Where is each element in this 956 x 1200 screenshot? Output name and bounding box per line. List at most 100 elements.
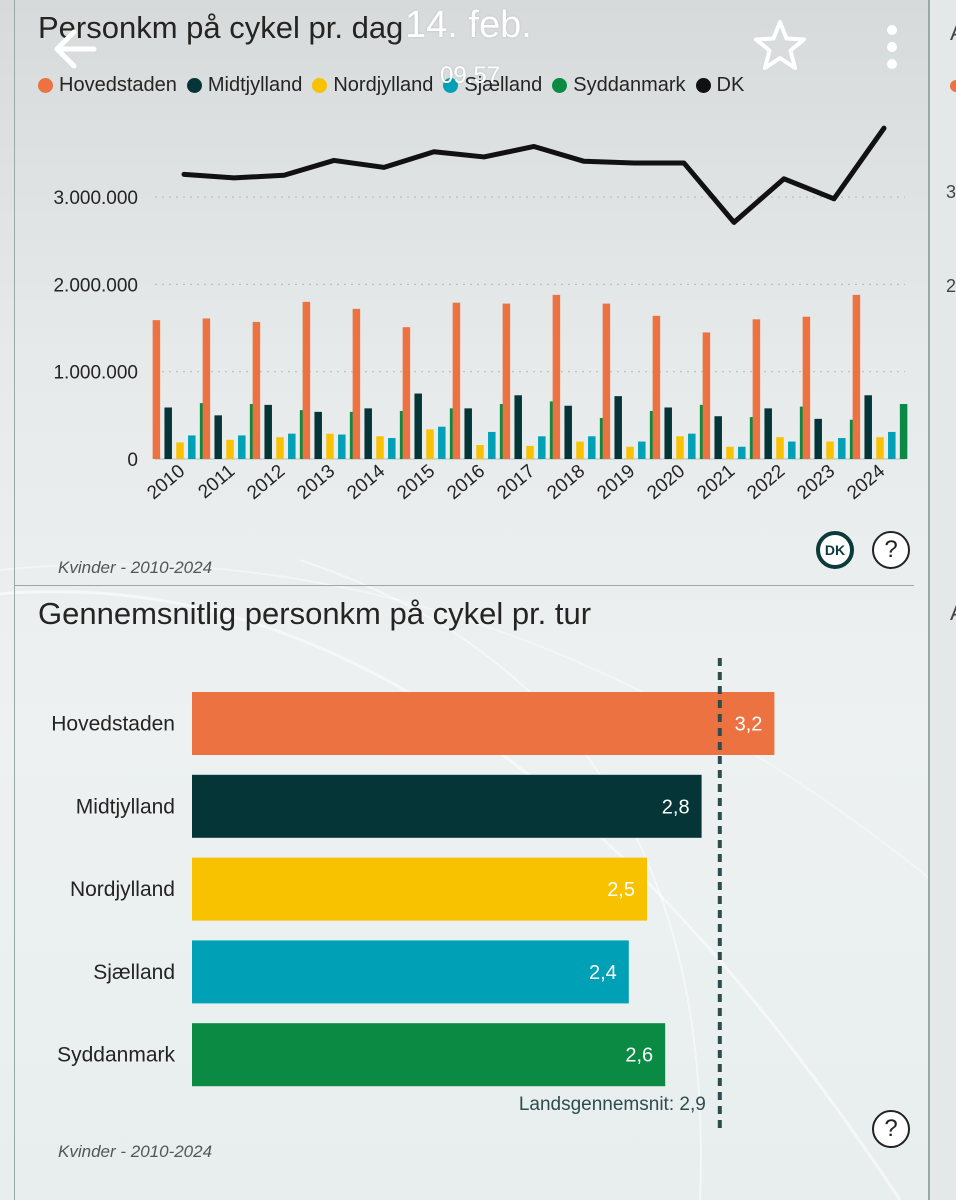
- peek-legend-dot: [950, 80, 956, 92]
- legend-marker: [186, 78, 202, 93]
- hbar-value-label: 2,4: [589, 962, 617, 984]
- bar-nordjylland: [826, 441, 834, 459]
- panel-divider-left: [14, 0, 15, 1200]
- peek-tick: 2: [946, 276, 956, 296]
- hbar-hovedstaden: [192, 692, 775, 755]
- hbar-value-label: 2,6: [625, 1045, 653, 1067]
- legend-label: Syddanmark: [573, 74, 686, 96]
- bar-midtjylland: [514, 395, 522, 459]
- hbar-nordjylland: [192, 857, 647, 921]
- hbar-category-label: Midtjylland: [76, 795, 175, 818]
- hbar-sjælland: [192, 940, 629, 1004]
- status-date: 14. feb.: [405, 4, 532, 46]
- legend-item[interactable]: Nordjylland: [312, 74, 433, 97]
- top-chart-footnote: Kvinder - 2010-2024: [58, 558, 213, 577]
- bar-sjælland: [238, 435, 246, 459]
- bar-sjælland: [888, 431, 896, 459]
- bar-nordjylland: [476, 445, 484, 459]
- hbar-category-label: Hovedstaden: [51, 713, 175, 736]
- bar-hovedstaden: [252, 321, 261, 459]
- bar-hovedstaden: [502, 303, 511, 459]
- bar-hovedstaden: [602, 303, 611, 459]
- bar-sjælland: [288, 433, 296, 459]
- bar-midtjylland: [414, 393, 422, 459]
- bar-hovedstaden: [702, 332, 711, 459]
- bar-nordjylland: [776, 437, 784, 459]
- legend-label: Midtjylland: [207, 74, 303, 96]
- dk-filter-button[interactable]: DK: [816, 531, 854, 569]
- legend-item[interactable]: DK: [695, 74, 744, 97]
- bar-midtjylland: [664, 407, 672, 459]
- peek-title: A: [950, 20, 956, 46]
- hbar-category-label: Sjælland: [93, 961, 175, 984]
- reference-line-label: Landsgennemsnit: 2,9: [519, 1094, 706, 1115]
- bar-hovedstaden: [352, 308, 361, 459]
- bar-hovedstaden: [552, 294, 561, 459]
- y-tick-label: 0: [127, 450, 138, 471]
- bar-sjælland: [188, 435, 196, 459]
- more-vertical-icon[interactable]: [882, 22, 902, 72]
- bar-midtjylland: [564, 405, 572, 459]
- hbar-syddanmark: [192, 1023, 666, 1087]
- panel-divider-right: [928, 0, 930, 1200]
- top-chart-legend: Hovedstaden Midtjylland Nordjylland Sjæl…: [38, 74, 754, 97]
- bar-nordjylland: [426, 429, 434, 459]
- legend-marker: [695, 78, 711, 93]
- bar-hovedstaden: [752, 319, 761, 459]
- bar-midtjylland: [714, 416, 722, 459]
- legend-label: Sjælland: [464, 74, 543, 96]
- y-tick-label: 1.000.000: [53, 363, 138, 384]
- bar-hovedstaden: [852, 294, 861, 459]
- back-arrow-icon[interactable]: [50, 24, 100, 74]
- bar-nordjylland: [226, 439, 234, 459]
- peek-tick: 3: [946, 182, 956, 202]
- bar-midtjylland: [864, 395, 872, 459]
- bar-nordjylland: [676, 436, 684, 459]
- bar-nordjylland: [526, 445, 534, 459]
- legend-marker: [552, 78, 568, 93]
- bar-nordjylland: [876, 437, 884, 459]
- hbar-category-label: Syddanmark: [57, 1044, 175, 1067]
- bar-sjælland: [788, 441, 796, 459]
- help-button-bottom[interactable]: ?: [872, 1110, 910, 1148]
- bar-nordjylland: [176, 442, 184, 459]
- bar-sjælland: [388, 438, 396, 459]
- bar-sjælland: [538, 436, 546, 459]
- bar-nordjylland: [576, 441, 584, 459]
- legend-marker: [443, 78, 459, 93]
- legend-item[interactable]: Hovedstaden: [38, 74, 177, 97]
- bar-midtjylland: [314, 411, 322, 459]
- bar-midtjylland: [214, 415, 222, 459]
- legend-item[interactable]: Sjælland: [443, 74, 542, 97]
- bottom-chart-footnote: Kvinder - 2010-2024: [58, 1142, 213, 1161]
- status-time: 09.57: [440, 62, 501, 89]
- hbar-category-label: Nordjylland: [70, 878, 175, 901]
- legend-item[interactable]: Midtjylland: [186, 74, 303, 97]
- bar-hovedstaden: [302, 301, 311, 459]
- bar-sjælland: [838, 438, 846, 459]
- hbar-midtjylland: [192, 774, 702, 838]
- bar-midtjylland: [364, 408, 372, 459]
- bar-hovedstaden: [452, 302, 461, 459]
- bar-sjælland: [488, 431, 496, 459]
- bar-sjælland: [738, 446, 746, 459]
- bar-syddanmark: [899, 404, 908, 459]
- legend-item[interactable]: Syddanmark: [552, 74, 686, 97]
- bar-midtjylland: [264, 404, 272, 459]
- top-chart-title: Personkm på cykel pr. dag: [38, 10, 404, 45]
- hbar-value-label: 2,5: [607, 879, 635, 901]
- bar-nordjylland: [276, 437, 284, 459]
- next-panel-peek: A 3 2 A: [930, 0, 956, 1200]
- bar-nordjylland: [326, 433, 334, 459]
- peek-title-bottom: A: [950, 600, 956, 626]
- help-button-top[interactable]: ?: [872, 531, 910, 569]
- hbar-value-label: 2,8: [662, 796, 690, 818]
- bar-hovedstaden: [202, 318, 211, 459]
- star-icon[interactable]: [752, 18, 808, 74]
- bar-nordjylland: [626, 446, 634, 459]
- legend-marker: [38, 78, 53, 93]
- bar-hovedstaden: [652, 315, 661, 459]
- y-tick-label: 2.000.000: [53, 275, 138, 296]
